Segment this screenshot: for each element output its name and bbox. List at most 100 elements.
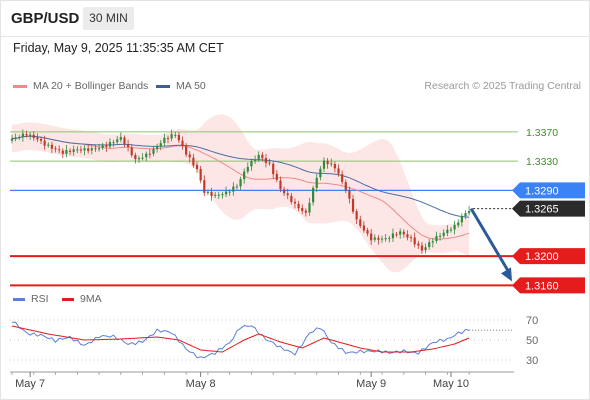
candle-body (290, 195, 293, 202)
candle-body (76, 149, 79, 151)
legend-label: MA 50 (176, 80, 206, 92)
legend-swatch (13, 297, 25, 301)
legend-swatch (156, 84, 170, 88)
candle-body (221, 194, 224, 196)
candle-body (460, 215, 463, 223)
candle-body (388, 238, 391, 240)
x-tick-label: May 7 (15, 378, 45, 390)
candle-body (333, 164, 336, 169)
candle-body (348, 190, 351, 199)
projection-arrowhead (501, 267, 512, 282)
legend-swatch (62, 297, 74, 301)
candle-body (32, 134, 35, 138)
candle-body (47, 144, 50, 146)
candle-body (464, 213, 467, 216)
candle-body (203, 180, 206, 193)
current-price-tag (512, 200, 585, 217)
candle-body (282, 189, 286, 194)
candle-body (108, 142, 112, 147)
pivot-label: 1.3290 (525, 185, 559, 197)
candle-body (188, 154, 191, 158)
resistance-label: 1.3330 (526, 156, 558, 168)
resistance-label: 1.3370 (526, 127, 558, 139)
research-credit: Research © 2025 Trading Central (424, 80, 581, 92)
candle-body (442, 232, 445, 236)
candle-body (170, 134, 173, 139)
candle-body (36, 137, 39, 140)
rsi-ma9-line (11, 325, 470, 353)
legend-label: MA 20 + Bollinger Bands (33, 80, 149, 92)
candle-body (279, 180, 282, 190)
candle-body (181, 140, 184, 146)
candle-body (420, 245, 424, 251)
candle-body (297, 203, 300, 209)
candle-body (232, 186, 235, 192)
candle-body (449, 229, 453, 231)
candle-body (141, 157, 144, 159)
candle-body (54, 148, 57, 150)
header-divider (0, 36, 590, 37)
candle-body (468, 210, 471, 213)
candle-body (312, 187, 315, 203)
candle-body (435, 235, 438, 242)
support-label: 1.3160 (525, 280, 559, 292)
candle-body (413, 237, 416, 245)
candle-body (406, 234, 409, 238)
candle-body (253, 160, 257, 162)
candle-body (29, 134, 32, 136)
candle-body (10, 138, 14, 141)
candle-body (446, 229, 449, 234)
candle-body (326, 160, 329, 165)
candle-body (210, 191, 213, 196)
candle-body (366, 230, 369, 234)
candle-body (195, 164, 199, 170)
candle-body (83, 148, 86, 151)
candle-body (192, 157, 195, 166)
candle-body (384, 238, 387, 240)
candle-body (123, 137, 126, 145)
rsi-tick-label: 50 (526, 335, 538, 347)
candle-body (304, 210, 307, 213)
candle-body (185, 146, 188, 155)
legend-9ma: 9MA (62, 293, 102, 305)
candle-body (377, 237, 380, 240)
candle-body (156, 146, 159, 149)
chart-header: GBP/USD 30 MIN (0, 0, 590, 36)
candle-body (341, 174, 344, 182)
candle-body (134, 154, 137, 160)
candle-body (351, 198, 355, 212)
current-price-label: 1.3265 (525, 204, 559, 216)
chart-datetime: Friday, May 9, 2025 11:35:35 AM CET (13, 41, 224, 55)
candle-body (391, 233, 395, 239)
candle-body (50, 144, 54, 149)
candle-body (152, 148, 155, 154)
legend-swatch (13, 84, 27, 88)
rsi-line (11, 321, 470, 359)
candle-body (25, 134, 28, 136)
candle-body (453, 224, 456, 230)
legend-label: RSI (31, 293, 49, 305)
candle-body (65, 150, 68, 154)
timeframe-badge[interactable]: 30 MIN (83, 7, 134, 30)
candle-body (257, 154, 260, 160)
candle-body (264, 158, 268, 163)
rsi-tick-label: 30 (526, 355, 538, 367)
support-label: 1.3200 (525, 251, 559, 263)
candle-body (145, 153, 148, 158)
candle-body (43, 140, 46, 146)
candle-body (68, 150, 72, 152)
candle-body (261, 154, 264, 159)
candle-body (268, 162, 271, 164)
candle-body (174, 134, 177, 136)
candle-body (235, 186, 239, 188)
candle-body (217, 194, 220, 196)
candle-body (239, 179, 242, 187)
candle-body (177, 135, 180, 141)
candle-body (380, 238, 384, 240)
candle-body (355, 211, 358, 220)
candle-body (399, 231, 402, 235)
candle-body (373, 237, 376, 240)
candle-body (272, 163, 275, 175)
rsi-tick-label: 70 (526, 315, 538, 327)
